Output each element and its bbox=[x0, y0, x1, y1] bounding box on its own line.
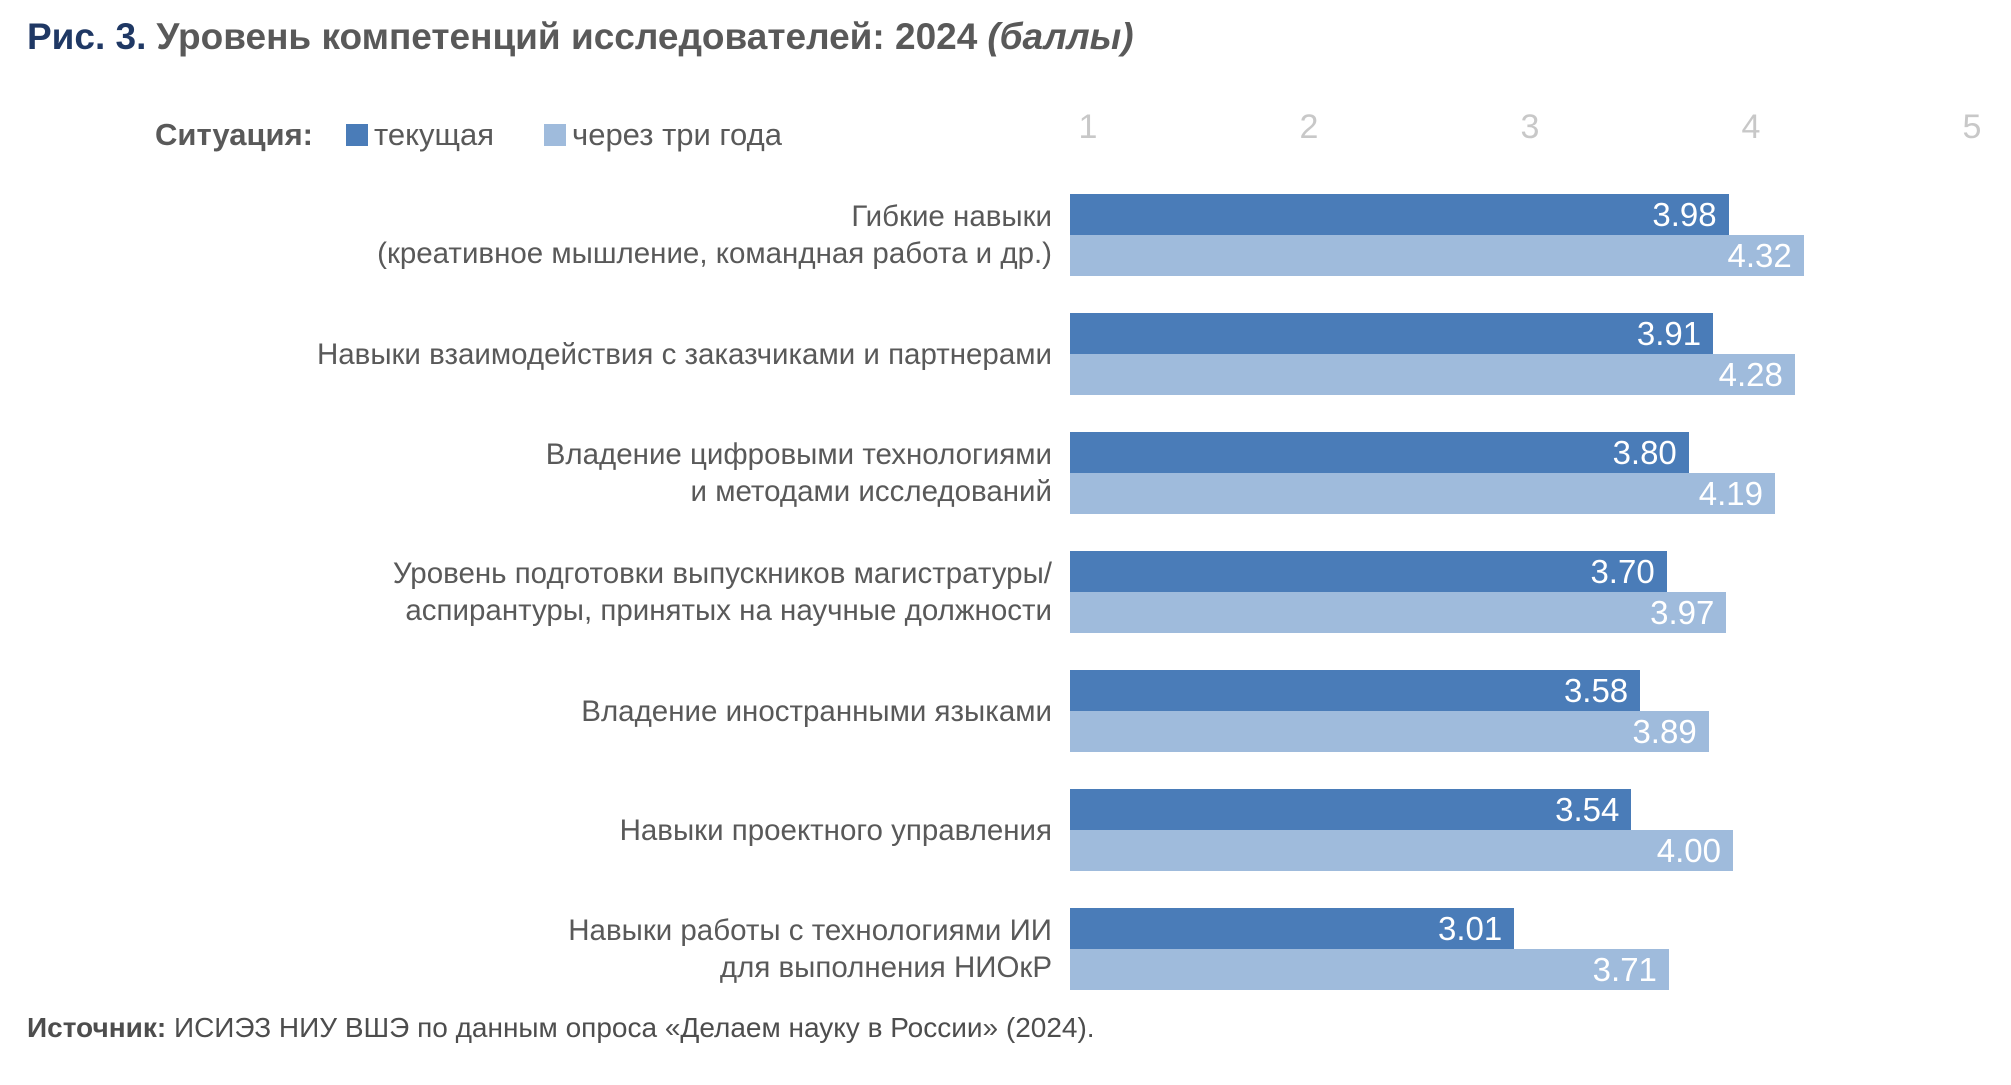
x-axis-tick: 1 bbox=[1078, 108, 1098, 146]
chart-title: Рис. 3. Уровень компетенций исследователе… bbox=[27, 16, 1134, 58]
legend: Ситуация: текущая через три года bbox=[155, 112, 832, 157]
category-label-line: (креативное мышление, командная работа и… bbox=[377, 237, 1052, 270]
bar-pair: 3.58 3.89 bbox=[1070, 670, 1954, 752]
future-bar: 4.00 bbox=[1070, 830, 1733, 871]
future-value: 4.00 bbox=[1656, 832, 1721, 869]
future-bar: 4.28 bbox=[1070, 354, 1795, 395]
x-axis-tick: 3 bbox=[1520, 108, 1540, 146]
category-row: Навыки взаимодействия с заказчиками и па… bbox=[0, 313, 2011, 395]
current-value: 3.01 bbox=[1437, 910, 1503, 947]
category-label-line: Гибкие навыки bbox=[851, 200, 1052, 233]
category-label-line: для выполнения НИОкР bbox=[719, 951, 1052, 984]
current-bar: 3.70 bbox=[1070, 551, 1667, 592]
category-label-line: Владение иностранными языками bbox=[581, 694, 1052, 728]
future-value: 3.97 bbox=[1650, 594, 1715, 631]
x-axis-tick: 4 bbox=[1741, 108, 1761, 146]
future-bar: 4.32 bbox=[1070, 235, 1804, 276]
current-bar: 3.58 bbox=[1070, 670, 1641, 711]
current-bar: 3.91 bbox=[1070, 313, 1714, 354]
category-row: Владение иностранными языками 3.58 3.89 bbox=[0, 670, 2011, 752]
future-value: 4.28 bbox=[1718, 356, 1783, 393]
current-value: 3.80 bbox=[1612, 434, 1677, 471]
source-label: Источник: bbox=[27, 1012, 167, 1043]
category-label: Гибкие навыки (креативное мышление, кома… bbox=[0, 194, 1070, 276]
current-bar: 3.54 bbox=[1070, 789, 1632, 830]
future-value: 3.89 bbox=[1632, 713, 1697, 750]
chart-unit: (баллы) bbox=[987, 16, 1134, 57]
bar-rows: Гибкие навыки (креативное мышление, кома… bbox=[0, 194, 2011, 1027]
source-line: Источник: ИСИЭЗ НИУ ВШЭ по данным опроса… bbox=[27, 1012, 1095, 1044]
legend-title: Ситуация: bbox=[155, 116, 313, 152]
legend-current-label: текущая bbox=[374, 116, 495, 152]
future-value: 4.32 bbox=[1727, 237, 1792, 274]
category-label: Владение иностранными языками bbox=[0, 670, 1070, 752]
future-bar: 4.19 bbox=[1070, 473, 1775, 514]
source-text: ИСИЭЗ НИУ ВШЭ по данным опроса «Делаем н… bbox=[166, 1012, 1095, 1043]
current-swatch-icon bbox=[346, 123, 368, 146]
x-axis-tick: 5 bbox=[1962, 108, 1982, 146]
legend-item-current: текущая bbox=[346, 117, 494, 153]
category-label: Навыки взаимодействия с заказчиками и па… bbox=[0, 313, 1070, 395]
bar-pair: 3.70 3.97 bbox=[1070, 551, 1954, 633]
current-bar: 3.01 bbox=[1070, 908, 1515, 949]
category-row: Навыки работы с технологиями ИИ для выпо… bbox=[0, 908, 2011, 990]
category-label: Навыки проектного управления bbox=[0, 789, 1070, 871]
future-swatch-icon bbox=[544, 123, 567, 146]
category-row: Навыки проектного управления 3.54 4.00 bbox=[0, 789, 2011, 871]
category-label-line: Владение цифровыми технологиями bbox=[545, 438, 1052, 471]
category-label: Навыки работы с технологиями ИИ для выпо… bbox=[0, 908, 1070, 990]
category-label-line: Навыки взаимодействия с заказчиками и па… bbox=[316, 337, 1052, 371]
category-label-line: Навыки работы с технологиями ИИ bbox=[568, 914, 1052, 947]
current-value: 3.58 bbox=[1563, 672, 1629, 709]
x-axis-tick: 2 bbox=[1299, 108, 1319, 146]
future-value: 3.71 bbox=[1592, 951, 1657, 988]
future-bar: 3.97 bbox=[1070, 592, 1727, 633]
category-label: Владение цифровыми технологиями и метода… bbox=[0, 432, 1070, 514]
current-value: 3.91 bbox=[1636, 315, 1702, 352]
category-row: Уровень подготовки выпускников магистрат… bbox=[0, 551, 2011, 633]
future-value: 4.19 bbox=[1698, 475, 1763, 512]
x-axis: 1 2 3 4 5 bbox=[1079, 108, 1982, 153]
legend-future-label: через три года bbox=[572, 116, 782, 152]
future-bar: 3.71 bbox=[1070, 949, 1669, 990]
current-value: 3.70 bbox=[1590, 553, 1655, 590]
current-value: 3.54 bbox=[1555, 791, 1620, 828]
category-row: Гибкие навыки (креативное мышление, кома… bbox=[0, 194, 2011, 276]
figure-number: Рис. 3. bbox=[27, 16, 147, 57]
category-row: Владение цифровыми технологиями и метода… bbox=[0, 432, 2011, 514]
category-label-line: и методами исследований bbox=[690, 475, 1052, 508]
bar-pair: 3.91 4.28 bbox=[1070, 313, 1954, 395]
current-bar: 3.98 bbox=[1070, 194, 1729, 235]
category-label-line: аспирантуры, принятых на научные должнос… bbox=[405, 594, 1052, 627]
bar-pair: 3.98 4.32 bbox=[1070, 194, 1954, 276]
bar-pair: 3.80 4.19 bbox=[1070, 432, 1954, 514]
category-label-line: Навыки проектного управления bbox=[619, 813, 1052, 847]
category-label: Уровень подготовки выпускников магистрат… bbox=[0, 551, 1070, 633]
bar-pair: 3.01 3.71 bbox=[1070, 908, 1954, 990]
chart-title-text: Уровень компетенций исследователей: 2024 bbox=[156, 16, 978, 57]
category-label-line: Уровень подготовки выпускников магистрат… bbox=[392, 557, 1052, 590]
legend-item-future: через три года bbox=[544, 117, 782, 153]
current-bar: 3.80 bbox=[1070, 432, 1689, 473]
future-bar: 3.89 bbox=[1070, 711, 1709, 752]
bar-pair: 3.54 4.00 bbox=[1070, 789, 1954, 871]
current-value: 3.98 bbox=[1652, 196, 1717, 233]
